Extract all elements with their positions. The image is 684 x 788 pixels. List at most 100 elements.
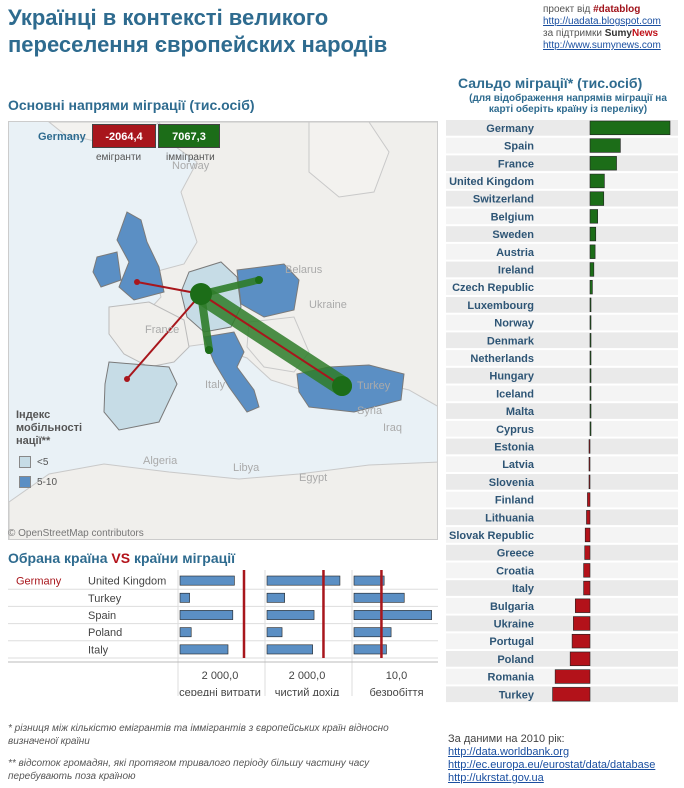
balance-bar — [571, 633, 591, 649]
balance-row-bg — [446, 190, 678, 207]
sumy-logo-part: Sumy — [604, 28, 632, 39]
node-spain — [124, 376, 130, 382]
selected-country-label: Germany — [38, 131, 86, 143]
comparison-bar — [353, 592, 405, 603]
migration-map[interactable]: Norway Belarus Ukraine France Italy Turk… — [8, 121, 438, 540]
comparison-axis-label: середні витрати — [179, 687, 261, 696]
balance-category-label: Netherlands — [470, 353, 534, 365]
balance-row-bg — [446, 279, 678, 295]
map-label-algeria: Algeria — [143, 455, 178, 467]
comparison-bar — [353, 575, 385, 586]
balance-bar — [589, 120, 671, 135]
balance-chart-title: Сальдо міграції* (тис.осіб) — [458, 75, 643, 91]
balance-category-label: United Kingdom — [449, 176, 534, 188]
map-label-belarus: Belarus — [285, 264, 323, 276]
mobility-legend-title: Індекс мобільності нації** — [16, 409, 83, 447]
balance-bar — [589, 297, 592, 312]
balance-category-label: Estonia — [494, 441, 535, 453]
balance-bar — [573, 616, 591, 631]
comparison-bar — [266, 575, 341, 586]
node-germany — [190, 283, 212, 305]
source-link-worldbank[interactable]: http://data.worldbank.org — [448, 746, 570, 758]
balance-bar — [589, 209, 598, 224]
balance-category-label: Spain — [504, 141, 534, 153]
comparison-bar — [179, 610, 234, 620]
project-prefix: проект від — [543, 4, 594, 15]
balance-row-bg — [446, 314, 678, 331]
source-link-eurostat[interactable]: http://ec.europa.eu/eurostat/data/databa… — [448, 759, 656, 771]
legend-swatch-low — [19, 456, 31, 468]
land-mass — [9, 461, 437, 539]
italy-shape — [203, 331, 260, 413]
balance-row-bg — [446, 438, 678, 455]
balance-category-label: Greece — [497, 548, 534, 560]
map-label-syria: Syria — [357, 405, 383, 417]
balance-chart[interactable]: Germany Spain France United Kingdom Switzerl… — [446, 119, 678, 711]
balance-row-bg — [446, 367, 678, 384]
map-svg — [9, 122, 437, 539]
ireland-shape — [92, 251, 122, 288]
balance-category-label: Romania — [488, 672, 535, 684]
balance-category-label: Finland — [495, 495, 534, 507]
balance-row-bg — [446, 297, 678, 313]
balance-category-label: Ukraine — [494, 618, 534, 630]
uadata-link[interactable]: http://uadata.blogspot.com — [543, 16, 661, 27]
comparison-chart: United Kingdom Turkey Spain Poland Italy Germ… — [8, 570, 438, 696]
comparison-bar — [179, 592, 190, 603]
balance-category-label: Iceland — [496, 388, 534, 400]
balance-category-label: Sweden — [492, 229, 534, 241]
support-prefix: за підтримки — [543, 28, 605, 39]
balance-row-bg — [446, 597, 678, 614]
flow-germany-spain — [126, 293, 202, 380]
balance-category-label: Poland — [497, 654, 534, 666]
balance-row-bg — [446, 580, 678, 596]
balance-category-label: Austria — [496, 247, 535, 259]
osm-credit: © OpenStreetMap contributors — [8, 528, 144, 539]
balance-row-bg — [446, 474, 678, 490]
map-title: Основні напрями міграції (тис.осіб) — [8, 97, 255, 113]
balance-bar — [552, 687, 591, 702]
balance-category-label: Lithuania — [485, 512, 535, 524]
balance-bar — [583, 563, 591, 578]
legend-swatch-mid — [19, 476, 31, 488]
balance-row-bg — [446, 208, 678, 225]
balance-row-bg — [446, 456, 678, 472]
sumynews-link[interactable]: http://www.sumynews.com — [543, 40, 661, 51]
balance-row-bg — [446, 332, 678, 349]
source-link-ukrstat[interactable]: http://ukrstat.gov.ua — [448, 772, 544, 784]
balance-category-label: Turkey — [499, 689, 535, 701]
footnote-2: ** відсоток громадян, які протягом трива… — [8, 758, 370, 782]
balance-bar — [589, 244, 596, 259]
poland-shape — [236, 263, 300, 318]
comparison-country-label: United Kingdom — [88, 576, 166, 588]
comparison-bar — [266, 592, 285, 603]
legend-item-low: <5 — [37, 457, 49, 468]
balance-bar — [589, 173, 605, 189]
balance-category-label: Luxembourg — [467, 300, 534, 312]
credits: проект від #datablog http://uadata.blogs… — [543, 4, 661, 52]
comparison-bar — [266, 610, 315, 620]
land-mass — [308, 122, 390, 198]
immigrants-value: 7067,3 — [158, 124, 220, 148]
balance-bar — [589, 226, 597, 242]
balance-bar — [589, 350, 592, 366]
balance-bar — [588, 439, 591, 454]
balance-category-label: Slovenia — [489, 477, 535, 489]
node-poland — [255, 276, 263, 284]
balance-bar — [589, 368, 592, 383]
balance-row-bg — [446, 527, 678, 543]
immigrants-caption: іммігранти — [166, 152, 215, 163]
comparison-bar — [179, 644, 229, 655]
datablog-tag[interactable]: #datablog — [593, 4, 641, 15]
balance-bar — [589, 262, 595, 277]
comparison-country-label: Poland — [88, 627, 122, 639]
balance-row-bg — [446, 491, 678, 508]
balance-bar — [574, 598, 591, 613]
footnote-1: * різниця між кількістю емігрантів та ім… — [8, 723, 389, 747]
balance-category-label: Denmark — [487, 335, 535, 347]
balance-category-label: Croatia — [496, 565, 535, 577]
comparison-bar — [179, 627, 192, 638]
map-label-libya: Libya — [233, 462, 260, 474]
flow-germany-turkey-emig — [200, 293, 343, 387]
node-turkey — [332, 376, 352, 396]
